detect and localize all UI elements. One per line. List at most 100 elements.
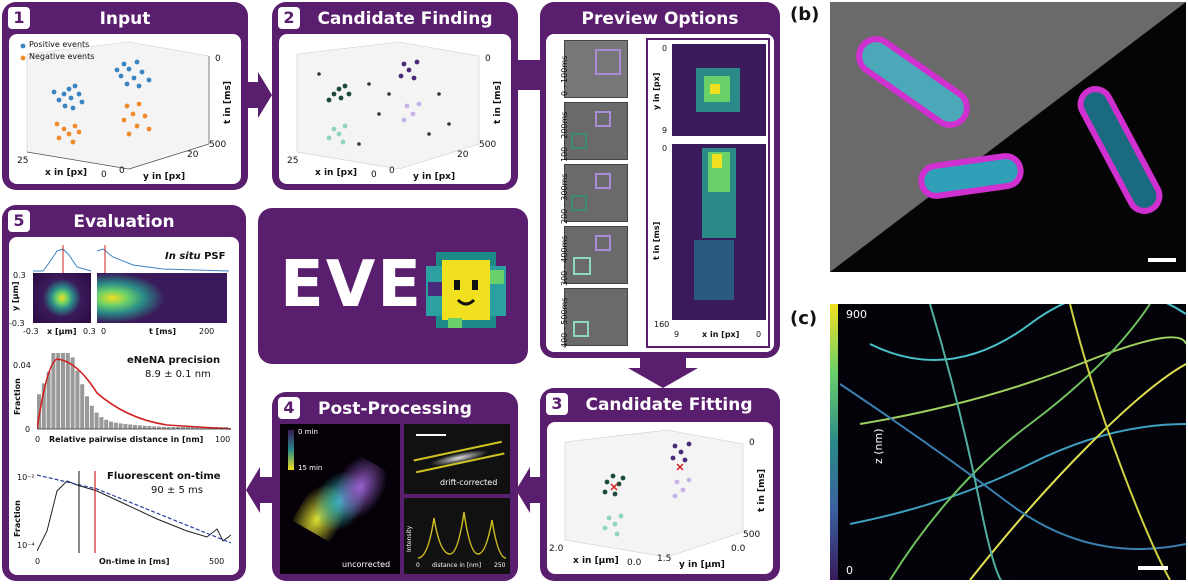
cbar-bottom: 0 bbox=[846, 564, 853, 577]
filaments bbox=[839, 304, 1186, 580]
x-tick: 0.0 bbox=[627, 558, 642, 568]
ontime-xtick: 500 bbox=[209, 557, 225, 566]
histogram-bar bbox=[65, 353, 70, 429]
histogram-bar bbox=[51, 353, 56, 429]
psf-ttick: 200 bbox=[199, 327, 215, 336]
ontime-title: Fluorescent on-time bbox=[107, 471, 221, 482]
psf-xtick: 0.3 bbox=[83, 327, 96, 336]
t-axis-label: t in [ms] bbox=[757, 468, 767, 512]
intensity-label: Intensity bbox=[406, 525, 413, 552]
y-tick: 20 bbox=[457, 150, 469, 160]
y-axis-label: y in [px] bbox=[413, 172, 456, 182]
legend-negative: Negative events bbox=[29, 52, 95, 61]
enena-y-label: Fraction bbox=[13, 378, 22, 415]
y-tick: 1.5 bbox=[657, 554, 672, 564]
uncorrected-label: uncorrected bbox=[342, 560, 391, 569]
psf-xt-image bbox=[97, 273, 227, 323]
histogram-bar bbox=[56, 353, 61, 429]
distance-tick: 0 bbox=[416, 562, 420, 569]
histogram-bar bbox=[152, 426, 157, 429]
histogram-bar bbox=[171, 427, 176, 429]
histogram-bar bbox=[181, 427, 185, 429]
y-tick: 0.0 bbox=[731, 544, 746, 554]
t-tick: 500 bbox=[479, 140, 497, 150]
histogram-bar bbox=[109, 421, 113, 429]
histogram-bar bbox=[46, 371, 51, 429]
preview-row-label: 400 - 500ms bbox=[560, 297, 569, 348]
scale-bar bbox=[1148, 258, 1176, 262]
x-tick: 25 bbox=[17, 156, 29, 166]
panel-post-processing: 4 Post-Processing 0 min 15 min uncorrect… bbox=[272, 392, 518, 581]
zoom-inset: y in [px] t in [ms] 0 9 0 160 9 x in [px… bbox=[646, 38, 770, 348]
finding-plot-area: x in [px] y in [px] t in [ms] 25 0 0 20 … bbox=[279, 34, 511, 184]
histogram-bar bbox=[128, 424, 133, 429]
histogram-bar bbox=[157, 426, 161, 429]
panel-number: 2 bbox=[278, 7, 300, 29]
histogram-bar bbox=[190, 427, 195, 429]
psf-y-label: y [µm] bbox=[11, 281, 20, 311]
t-axis-label: t in [ms] bbox=[223, 80, 233, 124]
cbar-bottom: 15 min bbox=[298, 464, 323, 472]
preview-frame bbox=[564, 288, 628, 346]
inset-tick: 9 bbox=[674, 330, 680, 339]
preview-row-label: 0 - 100ms bbox=[560, 55, 569, 96]
ontime-ytick: 10⁻² bbox=[17, 473, 35, 482]
y-axis-label: y in [µm] bbox=[679, 560, 725, 570]
x-tick: 0 bbox=[371, 170, 377, 180]
psf-profiles bbox=[33, 245, 229, 273]
t-tick: 500 bbox=[209, 140, 227, 150]
x-tick: 0 bbox=[101, 170, 107, 180]
histogram-bar bbox=[80, 384, 85, 429]
inset-x-label: x in [px] bbox=[702, 330, 740, 339]
histogram-bar bbox=[161, 426, 166, 429]
cbar-top: 900 bbox=[846, 308, 867, 321]
psf-title-italic: In situ bbox=[165, 251, 201, 262]
histogram-bar bbox=[85, 396, 89, 429]
panel-number: 5 bbox=[8, 210, 30, 232]
legend-positive: Positive events bbox=[29, 40, 90, 49]
histogram-bar bbox=[75, 370, 80, 429]
panel-number: 3 bbox=[546, 393, 568, 415]
panel-preview-options: Preview Options 0 - 100ms 100 - 200ms 20… bbox=[540, 2, 780, 358]
y-axis-label: y in [px] bbox=[143, 172, 186, 182]
arrow-4-to-5 bbox=[246, 467, 272, 513]
enena-value: 8.9 ± 0.1 nm bbox=[145, 369, 211, 380]
logo-mascot-icon bbox=[426, 252, 506, 328]
histogram-bar bbox=[61, 353, 65, 429]
histogram-bar bbox=[147, 425, 152, 429]
fitting-plot-area: x in [µm] y in [µm] t in [ms] 2.0 0.0 1.… bbox=[547, 422, 773, 574]
inset-y-label: y in [px] bbox=[652, 72, 661, 110]
enena-xtick: 0 bbox=[35, 435, 41, 444]
panel-c-label: (c) bbox=[790, 308, 818, 329]
histogram-bar bbox=[41, 383, 46, 429]
y-tick: 0 bbox=[389, 166, 395, 176]
inset-t-label: t in [ms] bbox=[652, 221, 661, 260]
cbar-top: 0 min bbox=[298, 428, 318, 436]
histogram-bar bbox=[94, 412, 99, 429]
histogram-bar bbox=[137, 425, 142, 429]
ontime-xtick: 0 bbox=[35, 557, 41, 566]
panel-title: Input bbox=[99, 9, 151, 29]
panel-title: Candidate Finding bbox=[317, 9, 493, 29]
arrow-1-to-2 bbox=[248, 72, 272, 118]
scale-bar bbox=[1138, 566, 1168, 570]
x-tick: 25 bbox=[287, 156, 299, 166]
x-axis-label: x in [px] bbox=[315, 168, 358, 178]
intensity-curve bbox=[417, 511, 507, 559]
distance-label: distance in [nm] bbox=[432, 562, 482, 569]
enena-histogram bbox=[37, 353, 231, 430]
preview-frame bbox=[564, 40, 628, 98]
histogram-bar bbox=[104, 419, 109, 429]
panel-input: 1 Input Positive events Negative events … bbox=[2, 2, 248, 190]
y-tick: 20 bbox=[187, 150, 199, 160]
inset-tick: 0 bbox=[662, 44, 668, 53]
z-colorbar bbox=[830, 304, 838, 580]
psf-t-label: t [ms] bbox=[149, 327, 177, 336]
panel-title: Candidate Fitting bbox=[585, 395, 753, 415]
preview-row-label: 100 - 200ms bbox=[560, 111, 569, 162]
inset-tick: 0 bbox=[662, 144, 668, 153]
t-tick: 0 bbox=[215, 54, 221, 64]
connector-2-preview bbox=[518, 60, 542, 90]
histogram-bar bbox=[176, 427, 181, 429]
panel-candidate-fitting: 3 Candidate Fitting x in [µm] y in [µm] … bbox=[540, 388, 780, 581]
